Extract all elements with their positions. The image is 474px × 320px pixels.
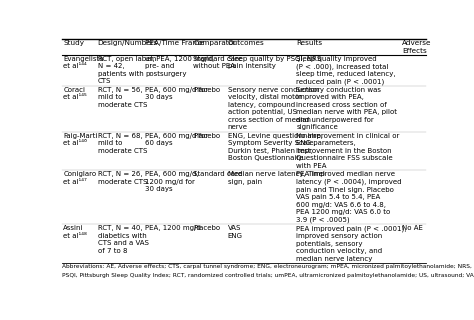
Text: Faig-Marti
et al¹⁴⁶: Faig-Marti et al¹⁴⁶ [64, 133, 98, 146]
Text: Median nerve latency, Tinel
sign, pain: Median nerve latency, Tinel sign, pain [228, 171, 325, 185]
Text: VAS
ENG: VAS ENG [228, 225, 243, 239]
Text: Adverse
Effects: Adverse Effects [402, 40, 431, 54]
Text: Sleep quality by PSQI, NRS
pain intensity: Sleep quality by PSQI, NRS pain intensit… [228, 56, 321, 69]
Text: Assini
et al¹⁴⁸: Assini et al¹⁴⁸ [64, 225, 87, 239]
Text: PEA/Time Frame: PEA/Time Frame [146, 40, 204, 46]
Text: Coraci
et al¹⁴⁵: Coraci et al¹⁴⁵ [64, 87, 87, 100]
Text: PEA improved median nerve
latency (P < .0004), improved
pain and Tinel sign. Pla: PEA improved median nerve latency (P < .… [296, 171, 401, 223]
Text: RCT, N = 68,
mild to
moderate CTS: RCT, N = 68, mild to moderate CTS [98, 133, 147, 154]
Text: Outcomes: Outcomes [228, 40, 264, 46]
Text: Standard care
without PEA: Standard care without PEA [193, 56, 242, 69]
Text: PEA improved pain (P < .0001),
improved sensory action
potentials, sensory
condu: PEA improved pain (P < .0001), improved … [296, 225, 407, 262]
Text: Results: Results [296, 40, 322, 46]
Text: Placebo: Placebo [193, 133, 220, 139]
Text: Sensory conduction was
improved with PEA,
increased cross section of
median nerv: Sensory conduction was improved with PEA… [296, 87, 397, 130]
Text: PEA, 600 mg/d for
30 days: PEA, 600 mg/d for 30 days [146, 87, 209, 100]
Text: RCT, open label,
N = 42,
patients with
CTS: RCT, open label, N = 42, patients with C… [98, 56, 155, 84]
Text: Standard care: Standard care [193, 171, 242, 177]
Text: PEA, 600 mg/d,
1200 mg/d for
30 days: PEA, 600 mg/d, 1200 mg/d for 30 days [146, 171, 199, 192]
Text: PEA, 1200 mg/d: PEA, 1200 mg/d [146, 225, 201, 231]
Text: No improvement in clinical or
ENG parameters,
improvement in the Boston
Question: No improvement in clinical or ENG parame… [296, 133, 400, 169]
Text: Abbreviations: AE, Adverse effects; CTS, carpal tunnel syndrome; ENG, electroneu: Abbreviations: AE, Adverse effects; CTS,… [62, 264, 474, 269]
Text: No AE: No AE [402, 225, 423, 231]
Text: Study: Study [64, 40, 84, 46]
Text: Evangelista
et al¹⁴⁴: Evangelista et al¹⁴⁴ [64, 56, 104, 69]
Text: PSQI, Pittsburgh Sleep Quality Index; RCT, randomized controlled trials; umPEA, : PSQI, Pittsburgh Sleep Quality Index; RC… [62, 273, 474, 278]
Text: RCT, N = 40,
diabetics with
CTS and a VAS
of 7 to 8: RCT, N = 40, diabetics with CTS and a VA… [98, 225, 149, 254]
Text: Comparator: Comparator [193, 40, 236, 46]
Text: Design/Numbers: Design/Numbers [98, 40, 158, 46]
Text: Placebo: Placebo [193, 87, 220, 93]
Text: Sensory nerve conduction
velocity, distal motor
latency, compound
action potenti: Sensory nerve conduction velocity, dista… [228, 87, 319, 130]
Text: umPEA, 1200 mg/d,
pre- and
postsurgery: umPEA, 1200 mg/d, pre- and postsurgery [146, 56, 215, 77]
Text: Coniglaro
et al¹⁴⁷: Coniglaro et al¹⁴⁷ [64, 171, 96, 185]
Text: RCT, N = 26,
moderate CTS: RCT, N = 26, moderate CTS [98, 171, 147, 185]
Text: RCT, N = 56,
mild to
moderate CTS: RCT, N = 56, mild to moderate CTS [98, 87, 147, 108]
Text: Placebo: Placebo [193, 225, 220, 231]
Text: Sleep quality improved
(P < .000), increased total
sleep time, reduced latency,
: Sleep quality improved (P < .000), incre… [296, 56, 396, 85]
Text: PEA, 600 mg/d for
60 days: PEA, 600 mg/d for 60 days [146, 133, 209, 146]
Text: ENG, Levine questionnaire,
Symptom Severity Scale,
Durkin test, Phalen test,
Bos: ENG, Levine questionnaire, Symptom Sever… [228, 133, 323, 161]
